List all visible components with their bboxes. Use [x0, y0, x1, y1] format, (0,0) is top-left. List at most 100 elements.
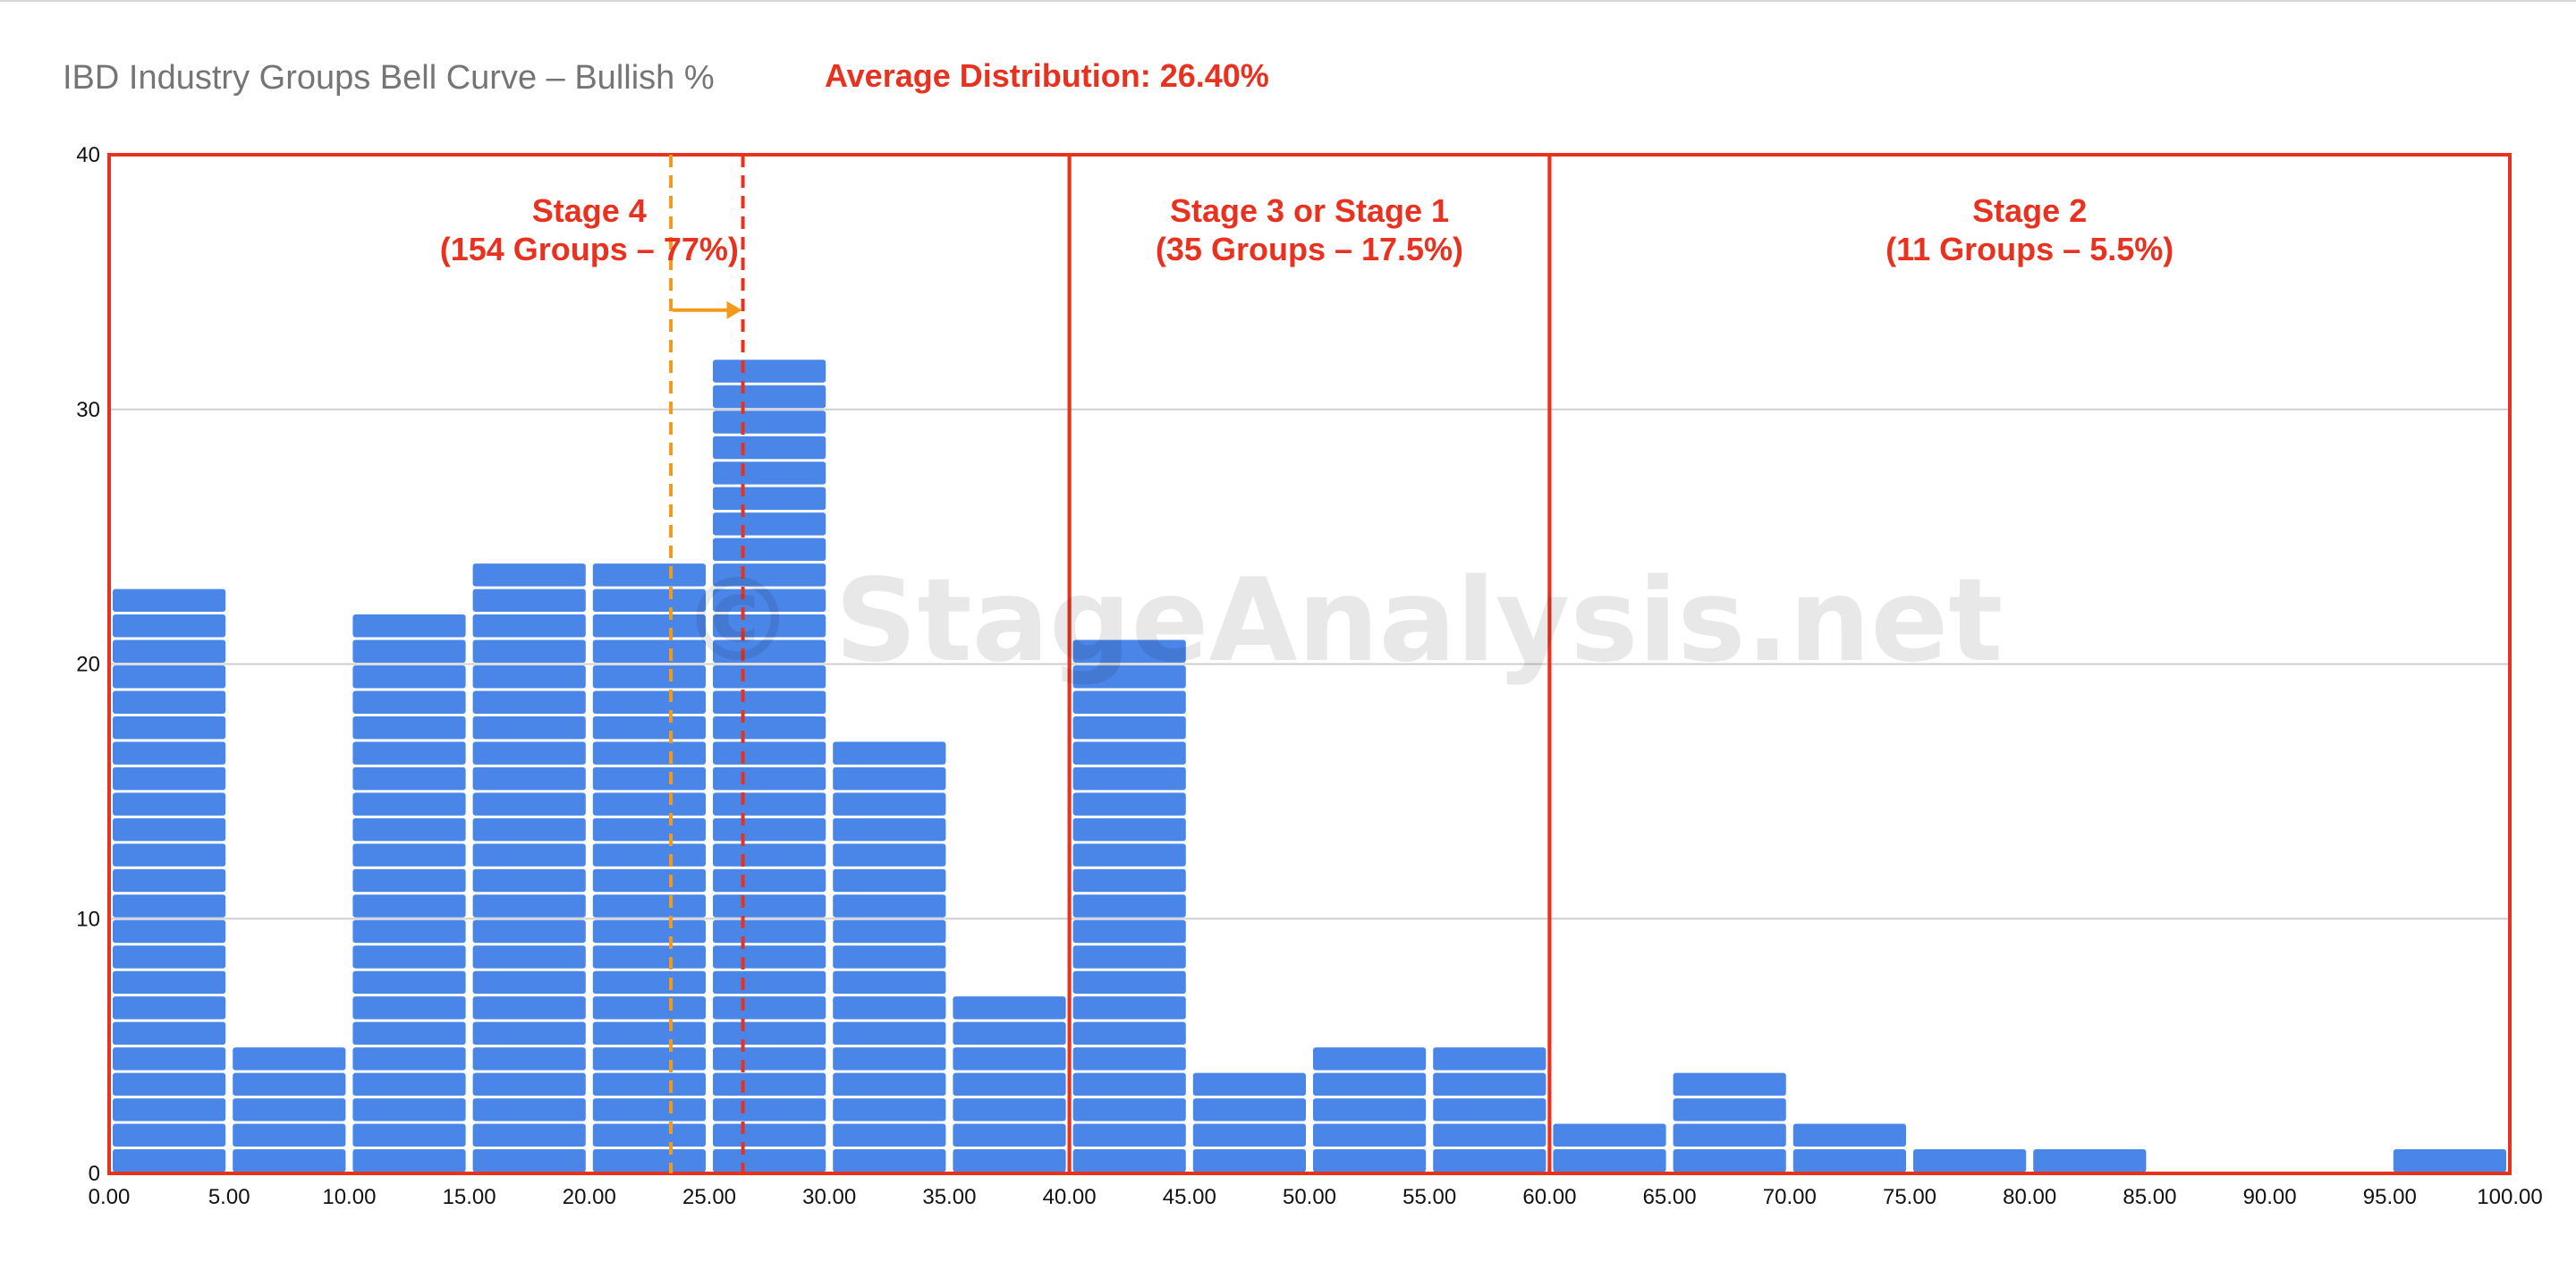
y-tick-label: 30 — [76, 398, 100, 422]
bar-segment — [472, 639, 586, 663]
bar-segment — [1072, 945, 1186, 969]
bar-segment — [713, 411, 826, 434]
bar-segment — [1072, 1149, 1186, 1173]
bar-segment — [592, 792, 706, 816]
bar-segment — [592, 996, 706, 1020]
bar-segment — [233, 1123, 346, 1147]
bar-segment — [592, 1021, 706, 1046]
bar-segment — [472, 1047, 586, 1071]
bar-segment — [833, 817, 946, 842]
bar-segment — [1072, 1123, 1186, 1147]
bar-segment — [1313, 1149, 1427, 1173]
bar-segment — [472, 588, 586, 613]
x-tick-label: 100.00 — [2477, 1185, 2542, 1209]
bar-segment — [1192, 1072, 1306, 1096]
bar-segment — [1553, 1123, 1666, 1147]
average-lines — [669, 155, 745, 1173]
bar-segment — [1553, 1149, 1666, 1173]
bar-segment — [1072, 868, 1186, 893]
bar-segment — [1792, 1149, 1906, 1173]
y-tick-label: 0 — [89, 1162, 100, 1186]
bar-segment — [1072, 639, 1186, 663]
bar-segment — [592, 1098, 706, 1122]
bar-segment — [592, 945, 706, 969]
bar-segment — [233, 1047, 346, 1071]
histogram-bars — [113, 360, 2506, 1173]
bar-segment — [352, 970, 466, 995]
bar-segment — [713, 360, 826, 383]
bar-segment — [713, 945, 826, 969]
bar-segment — [352, 1047, 466, 1071]
bar-segment — [833, 868, 946, 893]
bar-segment — [833, 919, 946, 944]
bar-segment — [1072, 843, 1186, 867]
zone-label-count: (35 Groups – 17.5%) — [1156, 231, 1463, 267]
bar-segment — [592, 817, 706, 842]
bar-segment — [113, 792, 226, 816]
y-tick-label: 20 — [76, 653, 100, 677]
bar-segment — [592, 588, 706, 613]
bar-segment — [713, 385, 826, 409]
bar-segment — [472, 1098, 586, 1122]
bar-segment — [592, 766, 706, 791]
bar-segment — [233, 1072, 346, 1096]
bar-segment — [472, 919, 586, 944]
histogram-bar — [833, 741, 946, 1173]
bar-segment — [713, 1123, 826, 1147]
x-tick-label: 95.00 — [2363, 1185, 2417, 1209]
bar-segment — [233, 1098, 346, 1122]
bar-segment — [592, 919, 706, 944]
bar-segment — [953, 1098, 1066, 1122]
bar-segment — [113, 766, 226, 791]
bar-segment — [713, 690, 826, 714]
bar-segment — [113, 945, 226, 969]
bar-segment — [833, 1072, 946, 1096]
average-distribution-label: Average Distribution: 26.40% — [825, 57, 1269, 94]
bar-segment — [592, 563, 706, 587]
bar-segment — [713, 588, 826, 613]
bar-segment — [713, 996, 826, 1020]
bar-segment — [113, 639, 226, 663]
bar-segment — [953, 996, 1066, 1020]
bar-segment — [833, 970, 946, 995]
bar-segment — [833, 1123, 946, 1147]
bar-segment — [352, 868, 466, 893]
bar-segment — [953, 1072, 1066, 1096]
bar-segment — [592, 690, 706, 714]
bar-segment — [592, 843, 706, 867]
bar-segment — [472, 690, 586, 714]
bar-segment — [1192, 1098, 1306, 1122]
x-tick-label: 35.00 — [922, 1185, 976, 1209]
x-tick-label: 10.00 — [322, 1185, 376, 1209]
bar-segment — [472, 766, 586, 791]
bar-segment — [713, 512, 826, 536]
bar-segment — [113, 741, 226, 765]
bar-segment — [2393, 1149, 2506, 1173]
bar-segment — [113, 970, 226, 995]
histogram-bar — [1072, 639, 1186, 1173]
bar-segment — [592, 715, 706, 740]
bar-segment — [713, 614, 826, 638]
bar-segment — [1072, 970, 1186, 995]
bar-segment — [953, 1047, 1066, 1071]
bar-segment — [352, 996, 466, 1020]
bar-segment — [713, 868, 826, 893]
bar-segment — [113, 1149, 226, 1173]
grid-lines — [109, 154, 2510, 920]
bar-segment — [713, 766, 826, 791]
bar-segment — [713, 1047, 826, 1071]
zone-label-count: (154 Groups – 77%) — [440, 231, 739, 267]
bar-segment — [352, 1098, 466, 1122]
bar-segment — [352, 665, 466, 689]
bar-segment — [1313, 1072, 1427, 1096]
bar-segment — [1313, 1047, 1427, 1071]
bar-segment — [352, 945, 466, 969]
bar-segment — [1072, 690, 1186, 714]
y-tick-label: 10 — [76, 907, 100, 931]
bar-segment — [472, 996, 586, 1020]
bar-segment — [713, 1098, 826, 1122]
bar-segment — [472, 817, 586, 842]
bar-segment — [113, 894, 226, 918]
bar-segment — [113, 1072, 226, 1096]
